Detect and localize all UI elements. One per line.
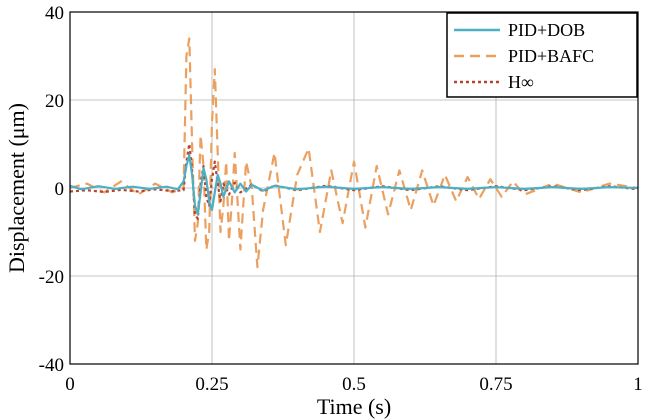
y-tick-label: 0 (55, 179, 65, 200)
legend: PID+DOB PID+BAFC H∞ (446, 12, 638, 98)
series-layer (69, 37, 639, 269)
plot-frame (69, 11, 639, 365)
x-tick-label: 0.75 (479, 374, 512, 395)
series-line-1 (69, 153, 639, 216)
x-tick-label: 1 (633, 374, 643, 395)
y-tick-label: -40 (39, 355, 64, 376)
x-tick-label: 0.5 (342, 374, 366, 395)
x-tick-label: 0 (65, 374, 75, 395)
x-tick-label: 0.25 (195, 374, 228, 395)
x-tick-labels: 0 0.25 0.5 0.75 1 (65, 374, 643, 395)
y-tick-label: 40 (45, 3, 64, 24)
y-tick-label: 20 (45, 91, 64, 112)
legend-label: PID+BAFC (508, 46, 594, 66)
y-tick-label: -20 (39, 267, 64, 288)
x-axis-title: Time (s) (317, 394, 391, 419)
y-axis-title: Displacement (μm) (4, 103, 29, 273)
legend-label: H∞ (508, 72, 534, 92)
legend-label: PID+DOB (508, 20, 585, 40)
y-tick-labels: -40 -20 0 20 40 (39, 3, 64, 376)
